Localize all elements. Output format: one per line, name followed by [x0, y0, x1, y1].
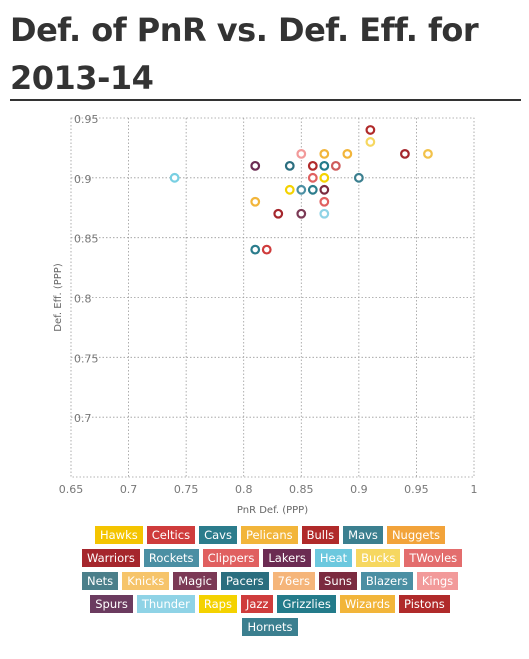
legend-item-clippers[interactable]: Clippers: [202, 549, 260, 567]
data-point[interactable]: [319, 172, 330, 183]
data-point[interactable]: [169, 172, 180, 183]
legend-row: Hawks Celtics Cavs Pelicans Bulls Mavs Nuggets: [80, 526, 460, 549]
legend-row: Warriors Rockets Clippers Lakers Heat Bucks TW…: [80, 549, 463, 572]
legend-row: Spurs Thunder Raps Jazz Grizzlies Wizards Pist…: [80, 595, 460, 618]
data-point[interactable]: [319, 208, 330, 219]
x-tick-label: 0.65: [59, 483, 84, 496]
data-point[interactable]: [273, 208, 284, 219]
data-point[interactable]: [296, 184, 307, 195]
data-point[interactable]: [284, 184, 295, 195]
x-axis-ticks: 0.65 0.7 0.75 0.8 0.85 0.9 0.95 1: [59, 483, 478, 496]
data-point[interactable]: [284, 160, 295, 171]
legend-item-pistons[interactable]: Pistons: [399, 595, 450, 613]
data-point[interactable]: [307, 160, 318, 171]
data-point[interactable]: [353, 172, 364, 183]
legend-item-pelicans[interactable]: Pelicans: [240, 526, 298, 544]
page-title: Def. of PnR vs. Def. Eff. for 2013-14: [10, 11, 479, 97]
data-point[interactable]: [330, 160, 341, 171]
legend: Hawks Celtics Cavs Pelicans Bulls Mavs Nuggets…: [80, 526, 463, 641]
legend-item-raps[interactable]: Raps: [198, 595, 237, 613]
data-point[interactable]: [400, 149, 410, 159]
data-point[interactable]: [307, 184, 318, 195]
y-tick-label: 0.7: [74, 412, 92, 425]
data-points: [169, 125, 433, 255]
x-tick-label: 0.8: [235, 483, 253, 496]
x-tick-label: 0.85: [289, 483, 314, 496]
legend-row: Nets Knicks Magic Pacers 76ers Suns Blazers Kin…: [80, 572, 460, 595]
legend-item-spurs[interactable]: Spurs: [90, 595, 133, 613]
data-point[interactable]: [319, 149, 330, 159]
legend-item-cavs[interactable]: Cavs: [199, 526, 237, 544]
y-tick-label: 0.95: [74, 113, 99, 126]
legend-item-nuggets[interactable]: Nuggets: [386, 526, 446, 544]
legend-item-hawks[interactable]: Hawks: [94, 526, 143, 544]
y-tick-label: 0.8: [74, 293, 92, 306]
legend-item-blazers[interactable]: Blazers: [360, 572, 413, 590]
data-point[interactable]: [342, 149, 353, 159]
legend-item-grizzlies[interactable]: Grizzlies: [277, 595, 336, 613]
legend-item-twovles[interactable]: TWovles: [404, 549, 463, 567]
data-point[interactable]: [250, 196, 261, 207]
y-tick-label: 0.75: [74, 352, 99, 365]
legend-item-hornets[interactable]: Hornets: [242, 618, 298, 636]
legend-item-heat[interactable]: Heat: [314, 549, 353, 567]
legend-item-76ers[interactable]: 76ers: [272, 572, 316, 590]
y-axis-ticks: 0.7 0.75 0.8 0.85 0.9 0.95: [74, 113, 99, 425]
data-point[interactable]: [319, 196, 330, 207]
legend-item-kings[interactable]: Kings: [416, 572, 459, 590]
data-point[interactable]: [423, 149, 433, 159]
data-point[interactable]: [296, 208, 307, 219]
x-tick-label: 1: [471, 483, 478, 496]
data-point[interactable]: [319, 184, 330, 195]
legend-item-knicks[interactable]: Knicks: [122, 572, 170, 590]
legend-item-mavs[interactable]: Mavs: [343, 526, 383, 544]
data-point[interactable]: [319, 160, 330, 171]
y-axis-label: Def. Eff. (PPP): [53, 263, 64, 332]
legend-item-thunder[interactable]: Thunder: [136, 595, 195, 613]
data-point[interactable]: [365, 137, 376, 147]
data-point[interactable]: [250, 244, 261, 255]
legend-item-wizards[interactable]: Wizards: [339, 595, 396, 613]
x-axis-label: PnR Def. (PPP): [237, 505, 308, 516]
data-point[interactable]: [307, 172, 318, 183]
legend-item-warriors[interactable]: Warriors: [82, 549, 140, 567]
legend-item-bucks[interactable]: Bucks: [356, 549, 401, 567]
legend-row: Hornets: [80, 618, 460, 641]
legend-item-rockets[interactable]: Rockets: [143, 549, 199, 567]
x-tick-label: 0.75: [174, 483, 199, 496]
legend-item-bulls[interactable]: Bulls: [301, 526, 340, 544]
x-tick-label: 0.95: [404, 483, 429, 496]
legend-item-lakers[interactable]: Lakers: [263, 549, 311, 567]
legend-item-suns[interactable]: Suns: [319, 572, 357, 590]
data-point[interactable]: [261, 244, 272, 255]
legend-item-pacers[interactable]: Pacers: [220, 572, 269, 590]
y-tick-label: 0.85: [74, 233, 99, 246]
data-point[interactable]: [296, 149, 307, 159]
legend-item-nets[interactable]: Nets: [82, 572, 119, 590]
data-point[interactable]: [365, 125, 376, 135]
y-tick-label: 0.9: [74, 173, 92, 186]
x-tick-label: 0.7: [120, 483, 138, 496]
title-divider: [10, 99, 521, 101]
data-point[interactable]: [250, 160, 261, 171]
legend-item-magic[interactable]: Magic: [173, 572, 217, 590]
legend-item-jazz[interactable]: Jazz: [240, 595, 274, 613]
legend-item-celtics[interactable]: Celtics: [146, 526, 196, 544]
x-tick-label: 0.9: [350, 483, 368, 496]
scatter-chart: 0.65 0.7 0.75 0.8 0.85 0.9 0.95 1 0.7 0.75 0.8 0.8…: [53, 113, 478, 516]
grid: [70, 117, 475, 478]
